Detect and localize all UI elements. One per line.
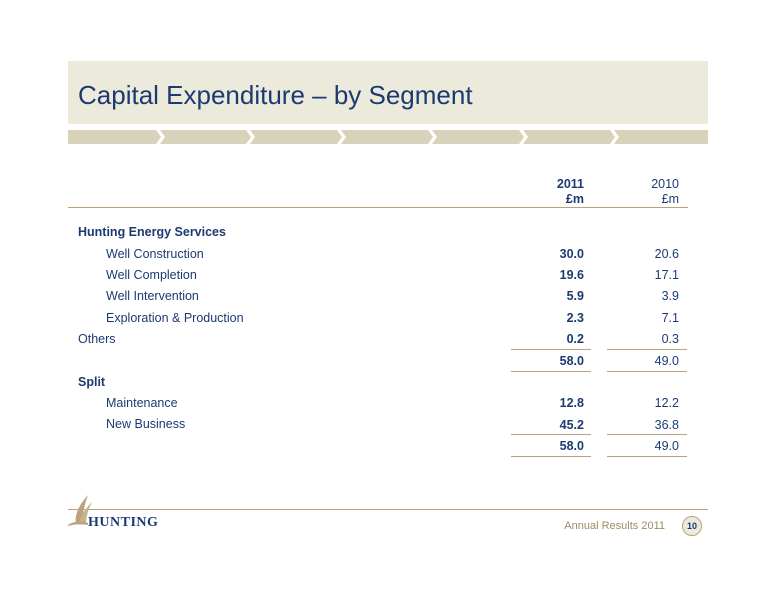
total-rule-split-2010	[607, 456, 687, 457]
column-header-2010-unit: £m	[661, 192, 679, 206]
page-title: Capital Expenditure – by Segment	[78, 80, 473, 110]
hunting-logo-icon	[68, 495, 92, 526]
row-label-maintenance: Maintenance	[106, 396, 178, 410]
title-band: Capital Expenditure – by Segment	[68, 61, 708, 124]
value-2011-well-completion: 19.6	[559, 268, 584, 282]
value-2010-well-construction: 20.6	[654, 247, 679, 261]
column-header-2010: 2010 £m	[615, 177, 679, 207]
value-2010-well-intervention: 3.9	[661, 289, 679, 303]
subtotal-rule-split-2010	[607, 434, 687, 435]
value-2011-well-intervention: 5.9	[566, 289, 584, 303]
value-2011-exploration-production: 2.3	[566, 311, 584, 325]
total-rule-split-2011	[511, 456, 591, 457]
value-2010-maintenance: 12.2	[654, 396, 679, 410]
chevron-divider	[68, 130, 708, 144]
value-2010-new-business: 36.8	[654, 418, 679, 432]
total-2010-split: 49.0	[654, 439, 679, 453]
column-header-2010-year: 2010	[651, 177, 679, 191]
total-rule-2010	[607, 371, 687, 372]
value-2010-exploration-production: 7.1	[661, 311, 679, 325]
footer-rule	[68, 509, 708, 510]
row-label-well-construction: Well Construction	[106, 247, 204, 261]
subtotal-rule-2010	[607, 349, 687, 350]
value-2011-others: 0.2	[566, 332, 584, 346]
subtotal-rule-2011	[511, 349, 591, 350]
value-2011-new-business: 45.2	[559, 418, 584, 432]
total-2011-segment: 58.0	[559, 354, 584, 368]
row-label-well-intervention: Well Intervention	[106, 289, 199, 303]
row-label-new-business: New Business	[106, 417, 186, 431]
section-heading-hunting-energy-services: Hunting Energy Services	[78, 225, 226, 239]
value-2011-well-construction: 30.0	[559, 247, 584, 261]
logo-wordmark: HUNTING	[88, 515, 159, 530]
footer-label: Annual Results 2011	[564, 520, 665, 532]
column-header-2011-unit: £m	[565, 192, 584, 206]
subtotal-rule-split-2011	[511, 434, 591, 435]
value-2011-maintenance: 12.8	[559, 396, 584, 410]
column-header-2011: 2011 £m	[520, 177, 584, 207]
section-heading-split: Split	[78, 375, 106, 389]
value-2010-others: 0.3	[661, 332, 679, 346]
row-label-exploration-production: Exploration & Production	[106, 311, 244, 325]
header-rule	[68, 207, 688, 208]
column-header-2011-year: 2011	[556, 177, 584, 191]
value-2010-well-completion: 17.1	[654, 268, 679, 282]
total-rule-2011	[511, 371, 591, 372]
total-2010-segment: 49.0	[654, 354, 679, 368]
row-label-others: Others	[78, 332, 116, 346]
row-label-well-completion: Well Completion	[106, 268, 197, 282]
page-number-badge: 10	[682, 516, 702, 536]
total-2011-split: 58.0	[559, 439, 584, 453]
